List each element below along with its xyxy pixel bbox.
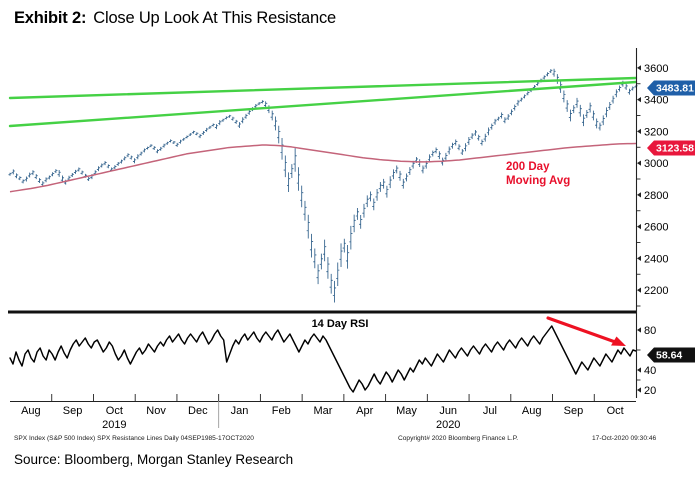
rsi-tick-marker: [637, 327, 641, 333]
moving-avg-value-badge-text: 3123.58: [656, 143, 694, 155]
source-note: Source: Bloomberg, Morgan Stanley Resear…: [14, 452, 294, 467]
month-label-dec-4: Dec: [188, 405, 208, 417]
price-tick-marker: [637, 97, 641, 103]
month-label-oct-2: Oct: [106, 405, 123, 417]
moving-avg-value-badge: [647, 140, 695, 156]
price-value-badge: [647, 80, 695, 96]
rsi-tick-marker: [637, 387, 641, 393]
month-label-sep-13: Sep: [564, 405, 584, 417]
moving-average-line-200day: [9, 142, 637, 193]
exhibit-title: Close Up Look At This Resistance: [93, 9, 337, 27]
year-label-2019: 2019: [102, 419, 126, 430]
price-tick-label: 2600: [644, 222, 668, 234]
month-label-aug-0: Aug: [21, 405, 41, 417]
price-tick-label: 2200: [644, 285, 668, 297]
price-tick-label: 2400: [644, 253, 668, 265]
resistance-trendline-lower: [8, 80, 638, 128]
month-label-mar-7: Mar: [314, 405, 333, 417]
month-label-jan-5: Jan: [231, 405, 249, 417]
price-tick-label: 3600: [644, 63, 668, 75]
price-tick-marker: [637, 287, 641, 293]
bloomberg-footer-center: Copyright# 2020 Bloomberg Finance L.P.: [398, 435, 519, 442]
rsi-downtrend-arrow-shaft: [546, 316, 620, 345]
month-label-apr-8: Apr: [356, 405, 373, 417]
rsi-tick-label: 40: [644, 365, 656, 377]
rsi-tick-marker: [637, 367, 641, 373]
month-label-oct-14: Oct: [607, 405, 624, 417]
price-tick-label: 3400: [644, 95, 668, 107]
bloomberg-footer-left: SPX Index (S&P 500 Index) SPX Resistance…: [14, 435, 254, 442]
month-label-nov-3: Nov: [146, 405, 166, 417]
price-tick-marker: [637, 224, 641, 230]
page-title: Exhibit 2: Close Up Look At This Resistan…: [14, 9, 336, 28]
moving-avg-label-line2: Moving Avg: [506, 175, 570, 187]
month-label-feb-6: Feb: [272, 405, 291, 417]
month-label-sep-1: Sep: [63, 405, 83, 417]
price-series-spx: [8, 68, 638, 303]
moving-avg-label-line1: 200 Day: [506, 161, 550, 173]
spx-resistance-chart: 2200 2400 2600 2800 3000 3200 3400 3600 20 40 80 Au…: [8, 48, 695, 430]
bloomberg-footer-right: 17-Oct-2020 09:30:46: [592, 435, 657, 442]
month-label-jun-10: Jun: [439, 405, 457, 417]
price-tick-marker: [637, 255, 641, 261]
price-tick-marker: [637, 128, 641, 134]
resistance-trendline-upper: [8, 76, 638, 100]
rsi-tick-label: 80: [644, 325, 656, 337]
rsi-value-badge: [647, 347, 695, 363]
exhibit-label: Exhibit 2:: [14, 9, 87, 27]
rsi-downtrend-arrow-head: [611, 336, 626, 346]
price-tick-label: 2800: [644, 190, 668, 202]
price-tick-marker: [637, 65, 641, 71]
rsi-label: 14 Day RSI: [312, 318, 369, 330]
rsi-tick-label: 20: [644, 385, 656, 397]
month-label-jul-11: Jul: [483, 405, 497, 417]
price-tick-marker: [637, 192, 641, 198]
price-tick-label: 3200: [644, 126, 668, 138]
month-label-may-9: May: [396, 405, 417, 417]
price-value-badge-text: 3483.81: [656, 83, 694, 95]
rsi-series-line: [9, 325, 637, 393]
rsi-value-badge-text: 58.64: [656, 350, 682, 362]
price-tick-label: 3000: [644, 158, 668, 170]
year-label-2020: 2020: [436, 419, 460, 430]
month-label-aug-12: Aug: [522, 405, 542, 417]
price-tick-marker: [637, 160, 641, 166]
